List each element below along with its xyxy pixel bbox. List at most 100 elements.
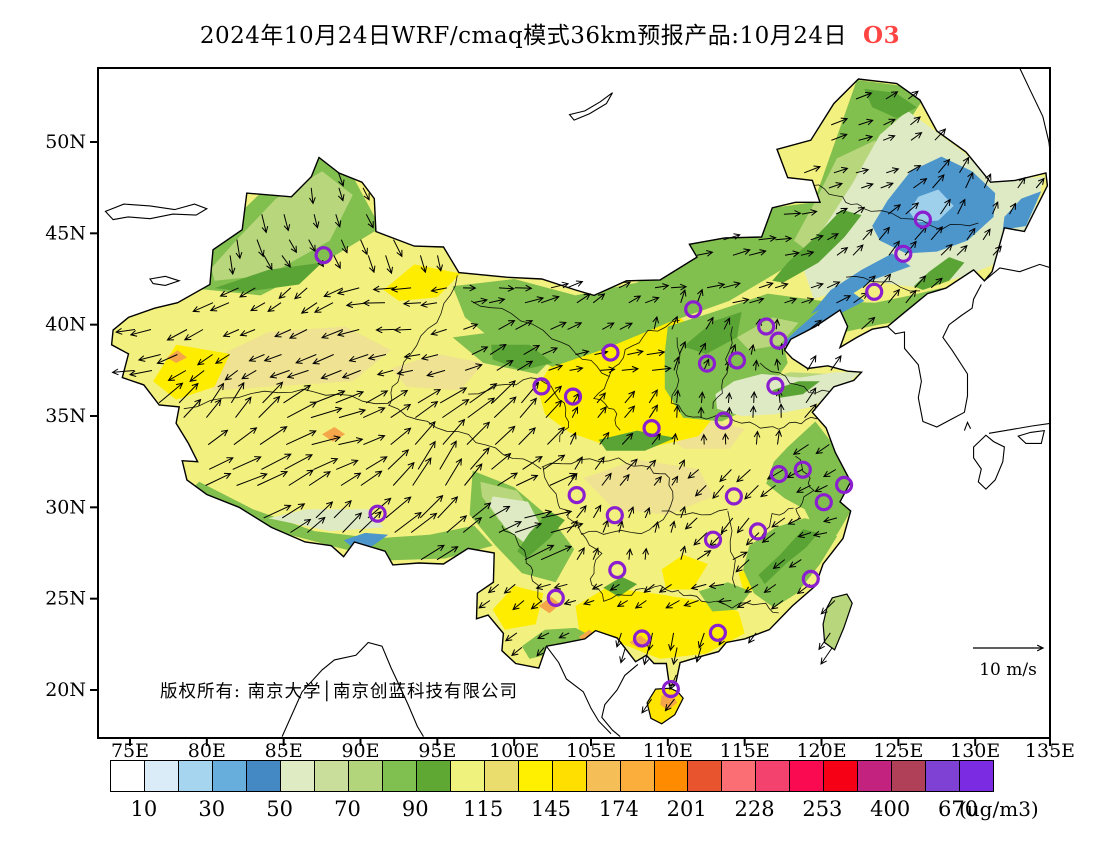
wind-arrow (861, 182, 874, 190)
wind-arrow (696, 550, 712, 561)
wind-arrow (621, 365, 640, 373)
colorbar-tick-label: 201 (666, 797, 707, 821)
wind-arrow (488, 297, 506, 304)
wind-arrow (698, 342, 707, 355)
wind-arrow (494, 425, 516, 445)
wind-arrow (617, 520, 624, 533)
colorbar-cell (654, 761, 689, 791)
wind-arrow (111, 368, 135, 376)
wind-arrow (403, 352, 421, 360)
wind-vector-field (111, 90, 1045, 714)
city-markers (314, 210, 933, 699)
province-border-line (470, 300, 680, 377)
wind-arrow (522, 455, 543, 470)
wind-arrow (810, 282, 824, 289)
province-border-line (661, 508, 728, 516)
longitude-label: 125E (873, 740, 923, 762)
wind-arrow (695, 647, 702, 663)
wind-arrow (205, 472, 232, 486)
province-border-line (388, 275, 458, 406)
wind-arrow (393, 239, 403, 258)
wind-arrow (720, 517, 734, 534)
wind-arrow (641, 698, 652, 714)
wind-arrow (673, 356, 680, 371)
wind-arrow (758, 281, 774, 289)
wind-arrow (232, 456, 262, 470)
wind-arrow (230, 381, 245, 404)
wind-arrow (338, 172, 345, 187)
wind-arrow (312, 214, 320, 229)
wind-arrow (966, 227, 976, 241)
wind-arrow (797, 531, 812, 539)
wind-arrow (367, 255, 376, 274)
wind-arrow (1009, 202, 1017, 215)
wind-arrow (471, 346, 489, 356)
wind-arrow (512, 600, 525, 611)
wind-arrow (783, 210, 802, 217)
wind-arrow (390, 427, 412, 445)
wind-arrow (498, 320, 516, 330)
province-borders (183, 177, 979, 614)
latitude-label: 20N (45, 679, 86, 701)
wind-arrow (983, 173, 992, 189)
wind-arrow (668, 632, 675, 652)
wind-arrow (818, 632, 831, 651)
wind-arrow (749, 297, 765, 304)
colorbar-cell (111, 761, 145, 791)
wind-arrow (470, 447, 490, 470)
city-marker (697, 354, 717, 373)
wind-arrow (208, 457, 234, 470)
wind-arrow (880, 182, 894, 189)
wind-arrow (905, 289, 917, 304)
latitude-label: 35N (45, 405, 86, 427)
wind-arrow (239, 329, 256, 337)
wind-arrow (722, 432, 729, 445)
wind-arrow (571, 406, 578, 418)
colorbar-cell (824, 761, 859, 791)
wind-arrow (628, 295, 642, 304)
wind-arrow (263, 504, 292, 519)
wind-arrow (417, 388, 442, 404)
colorbar-cell (586, 761, 621, 791)
wind-arrow (167, 370, 187, 381)
wind-arrow (308, 471, 332, 486)
wind-arrow (646, 632, 654, 651)
wind-arrow (644, 506, 651, 519)
wind-arrow (463, 323, 479, 330)
wind-arrow (420, 301, 438, 308)
wind-arrow (619, 647, 626, 664)
wind-arrow (618, 281, 632, 289)
wind-arrow (462, 516, 483, 533)
wind-arrow (934, 128, 947, 141)
wind-arrow (439, 387, 468, 404)
wind-arrow (158, 382, 184, 404)
wind-arrow (192, 302, 214, 313)
colorbar-cell (484, 761, 519, 791)
wind-arrow (822, 516, 838, 524)
wind-arrow (887, 204, 902, 215)
wind-arrow (550, 321, 567, 330)
wind-arrow (338, 408, 367, 419)
wind-arrow (670, 283, 688, 291)
wind-arrow (748, 632, 757, 644)
wind-arrow (822, 469, 837, 478)
wind-arrow (982, 228, 991, 241)
wind-arrow (697, 632, 705, 649)
contour-region (383, 264, 461, 301)
wind-arrow (503, 583, 516, 594)
wind-arrow (671, 647, 678, 666)
wind-arrow (156, 354, 178, 365)
wind-arrow (263, 255, 273, 271)
wind-arrow (596, 392, 607, 404)
wind-arrow (592, 293, 606, 304)
wind-arrow (815, 444, 830, 455)
contour-region (1002, 191, 1042, 230)
wind-arrow (905, 202, 920, 215)
province-border-line (581, 532, 679, 602)
wind-arrow (719, 469, 732, 483)
wind-arrow (772, 559, 786, 570)
wind-arrow (801, 209, 818, 216)
wind-arrow (365, 214, 374, 229)
wind-arrow (472, 297, 488, 305)
